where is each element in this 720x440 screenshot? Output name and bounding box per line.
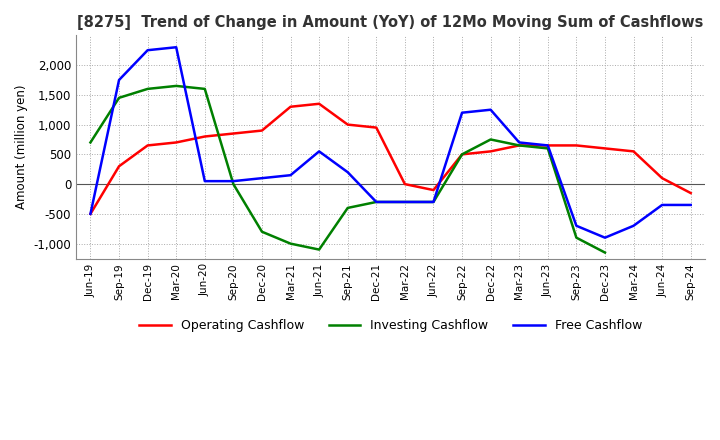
Free Cashflow xyxy=(686,202,695,208)
Operating Cashflow xyxy=(400,181,409,187)
Investing Cashflow xyxy=(114,95,123,100)
Operating Cashflow xyxy=(114,164,123,169)
Free Cashflow xyxy=(544,143,552,148)
Investing Cashflow xyxy=(343,205,352,211)
Investing Cashflow xyxy=(172,83,181,88)
Free Cashflow xyxy=(629,223,638,228)
Legend: Operating Cashflow, Investing Cashflow, Free Cashflow: Operating Cashflow, Investing Cashflow, … xyxy=(134,314,647,337)
Investing Cashflow xyxy=(200,86,209,92)
Free Cashflow xyxy=(315,149,323,154)
Free Cashflow xyxy=(287,172,295,178)
Investing Cashflow xyxy=(229,181,238,187)
Free Cashflow xyxy=(572,223,581,228)
Investing Cashflow xyxy=(258,229,266,235)
Free Cashflow xyxy=(658,202,667,208)
Free Cashflow xyxy=(258,176,266,181)
Investing Cashflow xyxy=(458,152,467,157)
Operating Cashflow xyxy=(287,104,295,110)
Free Cashflow xyxy=(143,48,152,53)
Operating Cashflow xyxy=(315,101,323,106)
Investing Cashflow xyxy=(315,247,323,252)
Title: [8275]  Trend of Change in Amount (YoY) of 12Mo Moving Sum of Cashflows: [8275] Trend of Change in Amount (YoY) o… xyxy=(77,15,703,30)
Operating Cashflow xyxy=(486,149,495,154)
Free Cashflow xyxy=(114,77,123,83)
Investing Cashflow xyxy=(287,241,295,246)
Investing Cashflow xyxy=(429,199,438,205)
Operating Cashflow xyxy=(458,152,467,157)
Free Cashflow xyxy=(200,179,209,184)
Investing Cashflow xyxy=(400,199,409,205)
Operating Cashflow xyxy=(515,143,523,148)
Operating Cashflow xyxy=(600,146,609,151)
Free Cashflow xyxy=(429,199,438,205)
Free Cashflow xyxy=(400,199,409,205)
Investing Cashflow xyxy=(572,235,581,240)
Free Cashflow xyxy=(229,179,238,184)
Free Cashflow xyxy=(600,235,609,240)
Operating Cashflow xyxy=(572,143,581,148)
Line: Operating Cashflow: Operating Cashflow xyxy=(91,104,690,214)
Free Cashflow xyxy=(458,110,467,115)
Operating Cashflow xyxy=(544,143,552,148)
Operating Cashflow xyxy=(629,149,638,154)
Free Cashflow xyxy=(486,107,495,112)
Operating Cashflow xyxy=(658,176,667,181)
Operating Cashflow xyxy=(200,134,209,139)
Operating Cashflow xyxy=(86,211,95,216)
Free Cashflow xyxy=(515,140,523,145)
Investing Cashflow xyxy=(372,199,381,205)
Operating Cashflow xyxy=(143,143,152,148)
Operating Cashflow xyxy=(686,191,695,196)
Line: Investing Cashflow: Investing Cashflow xyxy=(91,86,605,253)
Operating Cashflow xyxy=(372,125,381,130)
Investing Cashflow xyxy=(486,137,495,142)
Y-axis label: Amount (million yen): Amount (million yen) xyxy=(15,84,28,209)
Free Cashflow xyxy=(172,44,181,50)
Investing Cashflow xyxy=(86,140,95,145)
Free Cashflow xyxy=(86,211,95,216)
Free Cashflow xyxy=(343,169,352,175)
Operating Cashflow xyxy=(172,140,181,145)
Operating Cashflow xyxy=(343,122,352,127)
Investing Cashflow xyxy=(600,250,609,255)
Operating Cashflow xyxy=(229,131,238,136)
Investing Cashflow xyxy=(544,146,552,151)
Investing Cashflow xyxy=(143,86,152,92)
Operating Cashflow xyxy=(258,128,266,133)
Operating Cashflow xyxy=(429,187,438,193)
Free Cashflow xyxy=(372,199,381,205)
Line: Free Cashflow: Free Cashflow xyxy=(91,47,690,238)
Investing Cashflow xyxy=(515,143,523,148)
